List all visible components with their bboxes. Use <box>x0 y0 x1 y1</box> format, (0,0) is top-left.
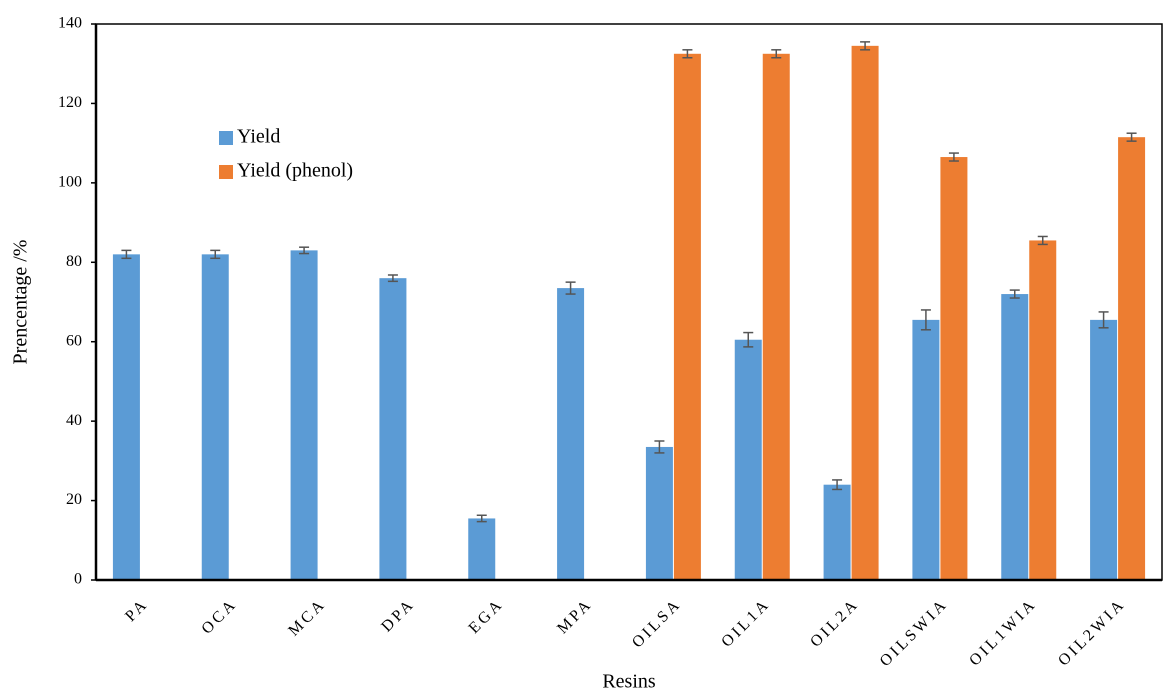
legend-label: Yield <box>237 126 280 148</box>
y-tick-label: 0 <box>74 571 82 588</box>
bar <box>290 250 318 580</box>
x-tick-label: OIL2A <box>807 595 862 650</box>
error-bar <box>121 249 132 260</box>
legend-label: Yield (phenol) <box>237 160 353 182</box>
error-bar <box>682 49 693 59</box>
bar <box>201 254 229 581</box>
y-tick-label: 100 <box>58 174 82 191</box>
error-bar <box>1126 132 1137 142</box>
x-tick-label: OIL2WIA <box>1055 595 1129 669</box>
bar <box>379 278 407 580</box>
error-bar <box>387 274 398 283</box>
bar <box>645 446 673 580</box>
y-tick-label: 20 <box>66 491 82 508</box>
error-bar <box>1098 311 1109 329</box>
x-axis-title: Resins <box>602 671 656 693</box>
x-tick-label: OIL1WIA <box>966 595 1040 669</box>
x-tick-label: OCA <box>198 595 240 637</box>
error-bar <box>1037 235 1048 246</box>
error-bar <box>299 246 310 255</box>
legend-swatch <box>219 131 233 145</box>
error-bar <box>920 309 931 331</box>
y-tick-label: 140 <box>58 15 82 32</box>
x-tick-label: EGA <box>466 595 508 637</box>
bar <box>1001 294 1029 580</box>
bar <box>468 518 496 580</box>
x-tick-label: PA <box>122 595 152 625</box>
bar <box>734 339 762 580</box>
x-tick-label: DPA <box>378 595 418 635</box>
y-tick-label: 80 <box>66 253 82 270</box>
bar <box>112 254 140 581</box>
bar <box>1029 240 1057 580</box>
bar <box>940 157 968 581</box>
error-bar <box>860 41 871 51</box>
bar <box>823 484 851 580</box>
error-bar <box>743 331 754 348</box>
error-bar <box>210 249 221 260</box>
y-axis-title: Prencentage /% <box>10 240 32 365</box>
bar <box>557 288 585 580</box>
bar <box>912 319 940 580</box>
legend-swatch <box>219 165 233 179</box>
bar <box>673 53 701 581</box>
x-tick-label: OILSWIA <box>877 595 952 670</box>
error-bar <box>832 479 843 491</box>
x-tick-label: MCA <box>285 595 329 639</box>
error-bar <box>654 440 665 454</box>
error-bar <box>565 281 576 295</box>
error-bar <box>948 152 959 162</box>
y-tick-label: 40 <box>66 412 82 429</box>
error-bar <box>771 49 782 59</box>
x-tick-label: OIL1A <box>718 595 773 650</box>
error-bar <box>476 514 487 523</box>
y-tick-label: 120 <box>58 94 82 111</box>
error-bar <box>1009 289 1020 299</box>
y-tick-label: 60 <box>66 332 82 349</box>
bar <box>762 53 790 581</box>
bar <box>1118 137 1146 580</box>
bar <box>851 45 879 581</box>
bar <box>1090 319 1118 580</box>
x-tick-label: OILSA <box>629 595 685 651</box>
x-tick-label: MPA <box>554 595 596 637</box>
